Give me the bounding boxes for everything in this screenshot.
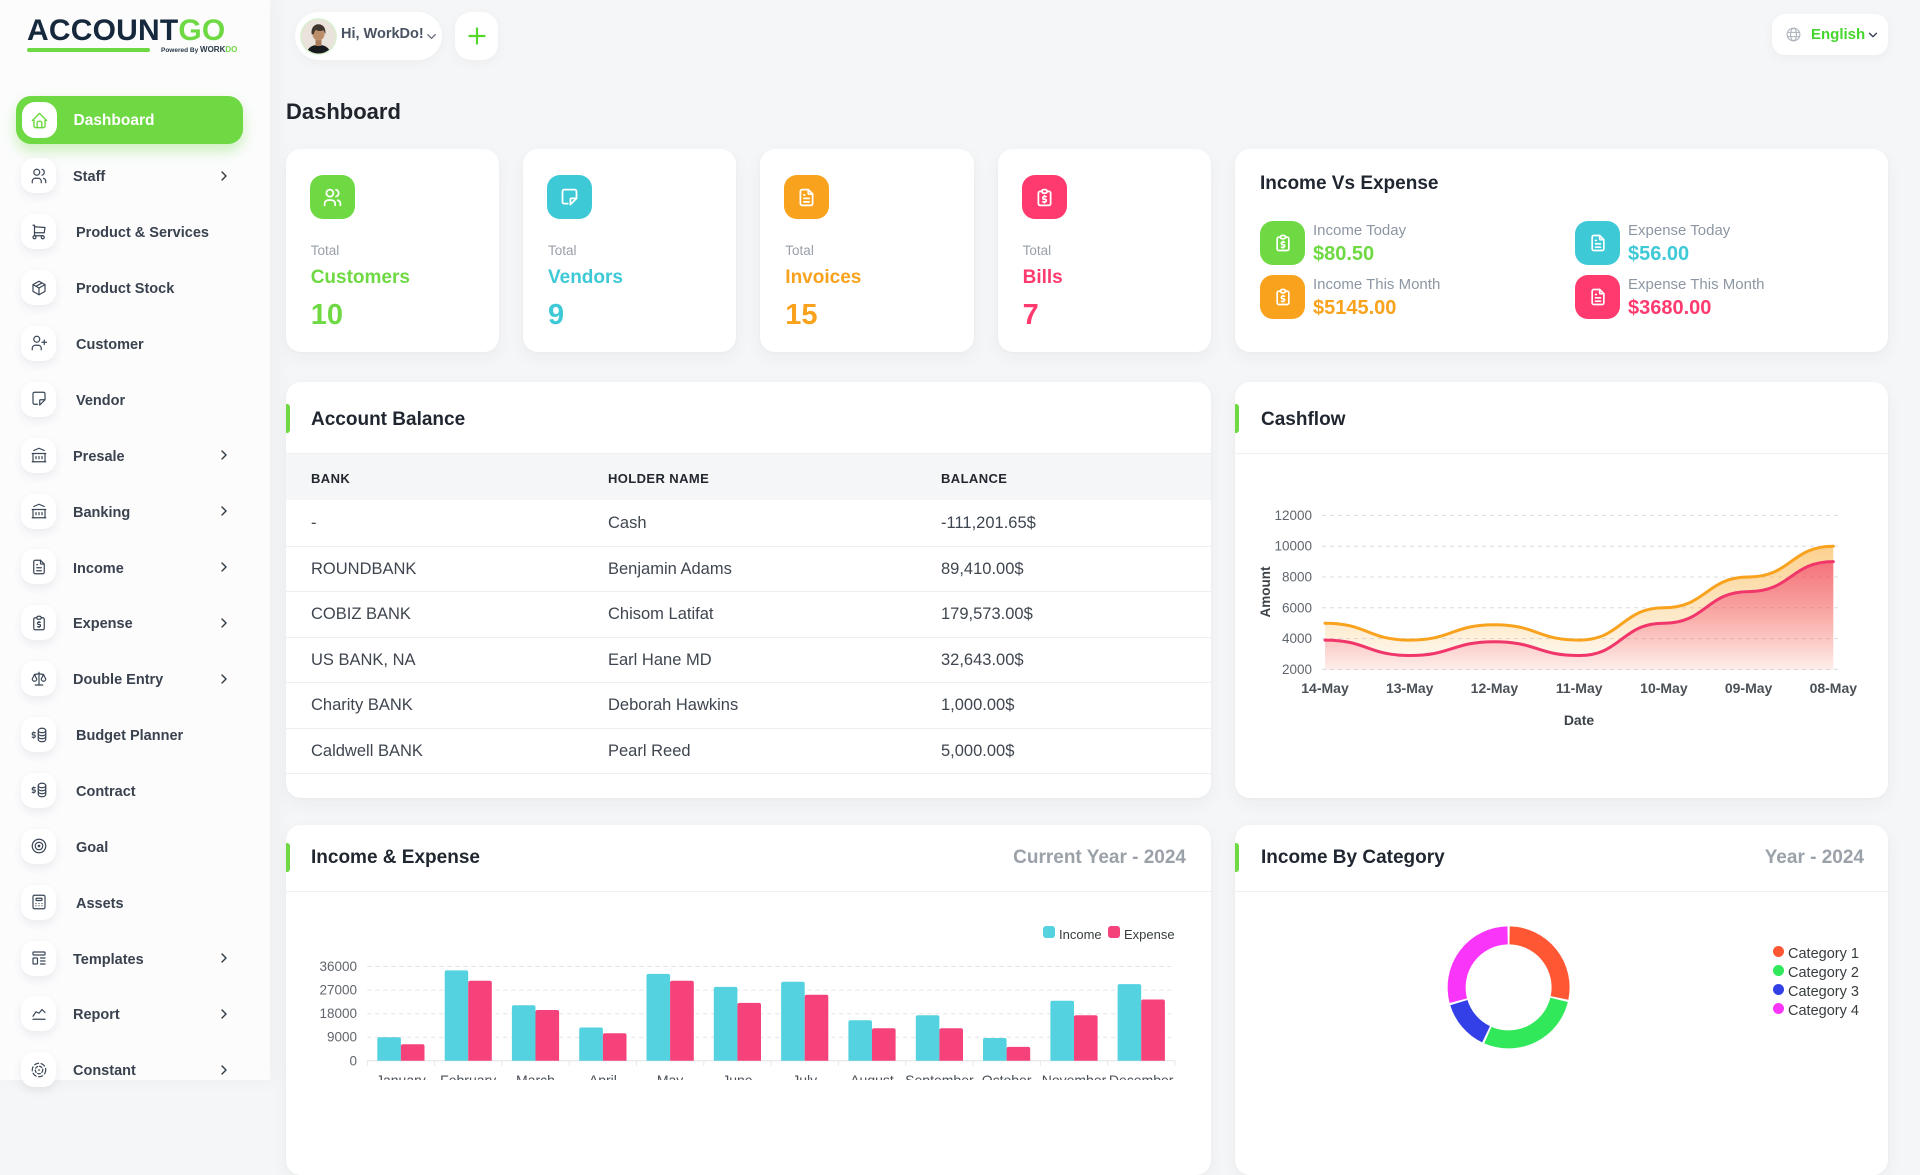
svg-text:August: August — [850, 1072, 894, 1080]
svg-text:Date: Date — [1564, 712, 1595, 728]
svg-text:March: March — [516, 1072, 555, 1080]
svg-text:10000: 10000 — [1274, 539, 1312, 554]
svg-text:Amount: Amount — [1258, 566, 1273, 617]
svg-text:May: May — [657, 1072, 683, 1080]
svg-text:February: February — [440, 1072, 496, 1080]
svg-text:09-May: 09-May — [1725, 680, 1773, 696]
svg-text:2000: 2000 — [1282, 662, 1312, 677]
svg-text:08-May: 08-May — [1810, 680, 1858, 696]
svg-text:April: April — [589, 1072, 617, 1080]
svg-text:4000: 4000 — [1282, 631, 1312, 646]
svg-text:36000: 36000 — [319, 959, 357, 974]
svg-text:12000: 12000 — [1274, 508, 1312, 523]
svg-text:July: July — [792, 1072, 817, 1080]
svg-text:October: October — [982, 1072, 1032, 1080]
svg-text:June: June — [722, 1072, 753, 1080]
svg-text:November: November — [1042, 1072, 1107, 1080]
svg-text:9000: 9000 — [327, 1030, 357, 1045]
svg-text:11-May: 11-May — [1556, 680, 1603, 696]
svg-text:14-May: 14-May — [1301, 680, 1349, 696]
svg-text:18000: 18000 — [319, 1006, 357, 1021]
svg-text:12-May: 12-May — [1471, 680, 1519, 696]
svg-text:13-May: 13-May — [1386, 680, 1434, 696]
svg-text:10-May: 10-May — [1640, 680, 1688, 696]
svg-text:8000: 8000 — [1282, 570, 1312, 585]
svg-text:0: 0 — [349, 1053, 357, 1068]
svg-text:January: January — [376, 1072, 426, 1080]
svg-text:27000: 27000 — [319, 983, 357, 998]
svg-text:6000: 6000 — [1282, 600, 1312, 615]
svg-text:December: December — [1109, 1072, 1174, 1080]
svg-text:September: September — [905, 1072, 974, 1080]
